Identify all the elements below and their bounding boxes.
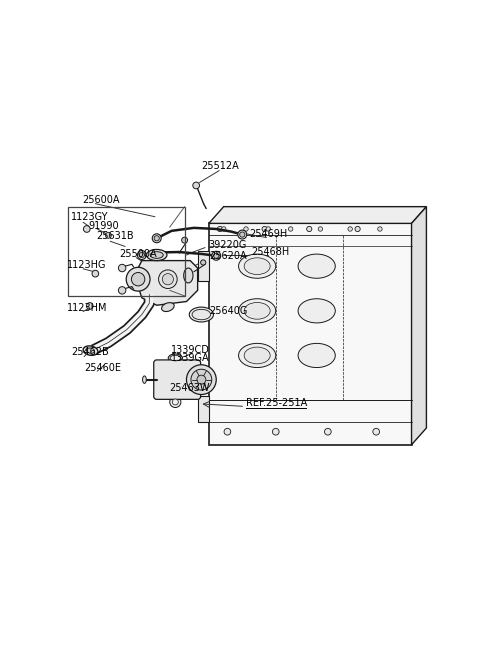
Ellipse shape [143,376,146,383]
Circle shape [201,260,206,265]
Ellipse shape [239,254,276,278]
Circle shape [288,227,293,231]
Circle shape [170,396,181,407]
Ellipse shape [146,249,167,260]
Text: 25463W: 25463W [170,383,210,394]
Circle shape [212,251,221,260]
Polygon shape [198,396,209,422]
Ellipse shape [189,307,214,322]
Text: 25620A: 25620A [209,251,246,261]
Ellipse shape [298,254,335,278]
Circle shape [193,182,200,189]
Ellipse shape [244,347,270,364]
Circle shape [154,236,159,241]
Ellipse shape [244,258,270,275]
FancyBboxPatch shape [154,360,201,400]
Ellipse shape [239,298,276,323]
Ellipse shape [298,298,335,323]
Polygon shape [209,207,426,224]
Text: 25600A: 25600A [83,195,120,205]
Circle shape [158,270,177,289]
Bar [68,207,185,296]
Ellipse shape [168,354,182,362]
Ellipse shape [162,302,174,312]
Circle shape [186,365,216,394]
Ellipse shape [86,348,95,354]
Circle shape [373,428,380,435]
Circle shape [238,230,247,239]
Circle shape [92,270,99,277]
Ellipse shape [170,356,180,361]
Circle shape [84,226,90,232]
Circle shape [126,267,150,291]
Circle shape [119,264,126,272]
Text: 25469H: 25469H [250,229,288,239]
Circle shape [162,274,173,285]
Text: 25640G: 25640G [209,306,247,316]
Circle shape [172,399,178,405]
Text: 1123HM: 1123HM [67,304,108,314]
Circle shape [324,428,331,435]
Circle shape [217,226,223,232]
Circle shape [244,227,248,231]
Polygon shape [198,251,209,281]
Circle shape [307,226,312,232]
Circle shape [262,226,267,232]
Circle shape [197,375,206,384]
Ellipse shape [239,343,276,367]
Text: 1339GA: 1339GA [171,353,209,363]
Circle shape [348,227,352,231]
Circle shape [266,227,271,231]
Text: 91990: 91990 [88,221,119,231]
Text: 39220G: 39220G [209,240,247,250]
Circle shape [273,428,279,435]
Circle shape [221,227,226,231]
Circle shape [214,253,219,258]
Circle shape [132,272,145,286]
Circle shape [137,251,146,260]
Text: REF.25-251A: REF.25-251A [246,398,307,407]
Circle shape [355,226,360,232]
Circle shape [191,369,212,390]
Polygon shape [134,260,198,305]
Circle shape [224,428,231,435]
Text: 25460E: 25460E [84,363,121,373]
Text: 25500A: 25500A [120,249,157,258]
Circle shape [181,237,188,243]
Circle shape [86,302,93,310]
Ellipse shape [184,268,193,283]
Ellipse shape [133,272,143,287]
Circle shape [106,232,111,238]
Text: 25631B: 25631B [96,232,134,241]
Ellipse shape [298,343,335,367]
Text: 1123HG: 1123HG [67,260,107,270]
Ellipse shape [83,346,98,356]
Circle shape [152,234,161,243]
Circle shape [139,253,144,258]
Circle shape [119,287,126,294]
Circle shape [378,227,382,231]
Text: 25468H: 25468H [252,247,290,257]
Polygon shape [411,207,426,445]
Text: 25462B: 25462B [71,347,109,358]
Ellipse shape [192,310,211,319]
Circle shape [318,227,323,231]
Ellipse shape [150,252,163,258]
Ellipse shape [244,302,270,319]
Circle shape [240,232,245,237]
Text: 25512A: 25512A [202,161,239,171]
Text: 1339CD: 1339CD [171,346,210,356]
Text: 1123GY: 1123GY [71,213,108,222]
Bar [209,224,411,445]
